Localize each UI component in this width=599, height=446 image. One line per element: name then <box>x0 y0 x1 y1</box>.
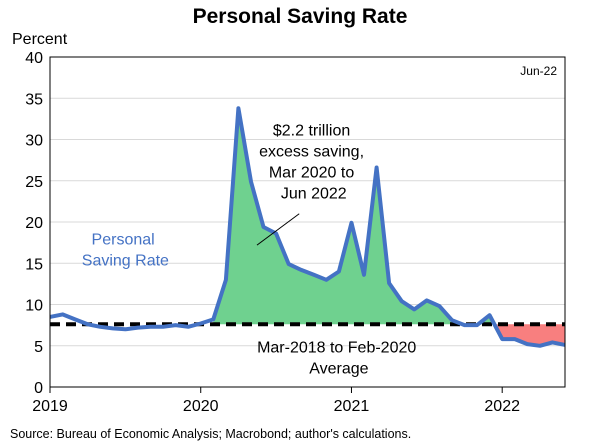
y-tick-label: 10 <box>25 298 43 315</box>
gridlines <box>50 97 565 347</box>
y-tick-label: 0 <box>34 380 43 397</box>
date-annotation: Jun-22 <box>520 64 557 78</box>
y-axis-ticks: 0 5 10 15 20 25 30 35 40 <box>25 50 43 397</box>
excess-line-1: $2.2 trillion <box>273 122 350 139</box>
saving-rate-line <box>49 106 566 348</box>
y-tick-label: 30 <box>25 133 43 150</box>
y-tick-label: 25 <box>25 174 43 191</box>
y-tick-label: 35 <box>25 91 43 108</box>
excess-line-2: excess saving, <box>259 143 364 160</box>
y-tick-label: 5 <box>34 339 43 356</box>
x-tick-label: 2021 <box>334 398 370 415</box>
y-tick-label: 15 <box>25 256 43 273</box>
average-annotation: Mar-2018 to Feb-2020 Average <box>257 339 421 377</box>
excess-line-4: Jun 2022 <box>281 185 347 202</box>
chart-title: Personal Saving Rate <box>193 5 408 28</box>
plot-frame <box>49 56 566 388</box>
y-tick-label: 20 <box>25 215 43 232</box>
x-tick-label: 2020 <box>183 398 219 415</box>
y-axis-label: Percent <box>12 31 68 48</box>
shortfall-area <box>494 324 565 346</box>
x-axis-ticks: 2019 2020 2021 2022 <box>32 387 520 415</box>
excess-line-3: Mar 2020 to <box>269 164 354 181</box>
x-tick-label: 2019 <box>32 398 68 415</box>
source-note: Source: Bureau of Economic Analysis; Mac… <box>10 427 411 441</box>
series-label: Personal Saving Rate <box>82 231 169 269</box>
average-line-1: Mar-2018 to Feb-2020 <box>257 339 416 356</box>
excess-saving-area <box>213 108 463 325</box>
series-lines <box>49 106 566 348</box>
excess-saving-annotation: $2.2 trillion excess saving, Mar 2020 to… <box>259 122 368 202</box>
x-tick-label: 2022 <box>484 398 520 415</box>
series-label-line-1: Personal <box>92 231 155 248</box>
annotation-pointer <box>256 213 300 246</box>
y-tick-label: 40 <box>25 50 43 67</box>
series-label-line-2: Saving Rate <box>82 252 169 269</box>
average-line-2: Average <box>309 360 368 377</box>
